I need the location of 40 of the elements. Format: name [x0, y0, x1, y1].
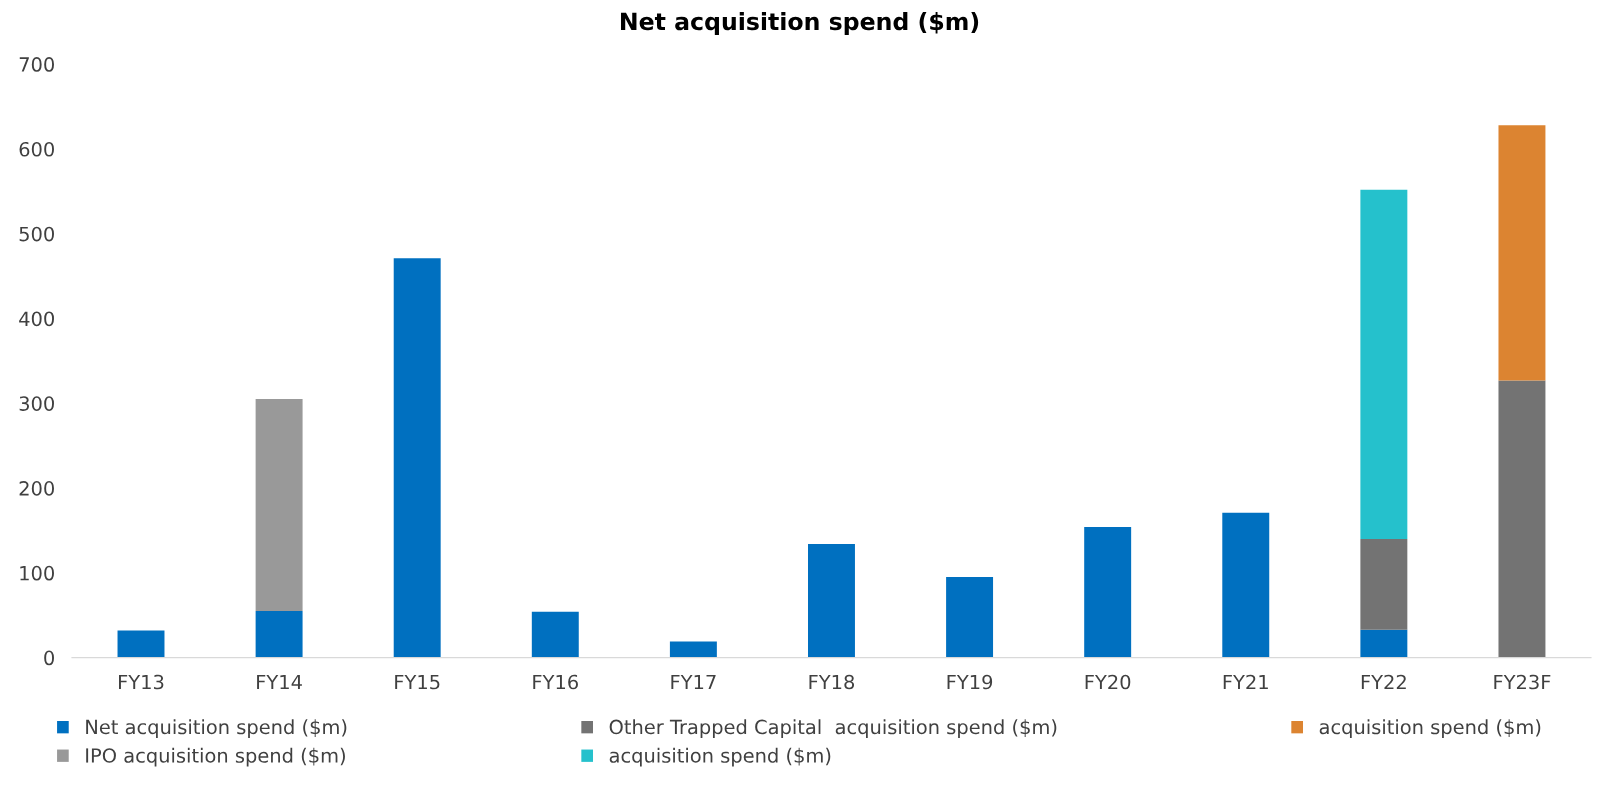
bar	[946, 577, 994, 658]
bar	[531, 611, 579, 658]
x-tick-label: FY13	[119, 674, 164, 690]
bar	[1498, 380, 1546, 658]
bar	[1360, 629, 1408, 658]
bar	[1498, 125, 1546, 381]
bar	[808, 544, 855, 658]
x-tick-label: FY21	[1223, 674, 1268, 690]
x-tick-label: FY16	[533, 674, 578, 690]
legend-label: Net acquisition spend ($m)	[86, 719, 347, 739]
bar	[1084, 527, 1132, 658]
legend-label: acquisition spend ($m)	[1319, 719, 1541, 739]
bar	[1360, 538, 1408, 630]
x-tick-label: FY22	[1361, 674, 1406, 690]
bar	[1360, 189, 1408, 539]
y-tick-label: 300	[19, 396, 54, 411]
x-tick-label: FY14	[257, 674, 302, 690]
legend-label: IPO acquisition spend ($m)	[86, 747, 345, 767]
bar	[255, 611, 303, 658]
x-tick-label: FY18	[809, 674, 855, 690]
y-tick-label: 600	[19, 141, 54, 157]
bar	[117, 630, 165, 658]
bar	[255, 399, 303, 612]
y-tick-label: 200	[19, 481, 54, 496]
legend-label: acquisition spend ($m)	[609, 747, 831, 767]
y-tick-label: 400	[19, 311, 54, 327]
y-tick-label: 100	[20, 565, 54, 581]
x-tick-label: FY17	[671, 674, 716, 690]
x-tick-label: FY20	[1085, 674, 1131, 690]
x-tick-label: FY15	[395, 674, 440, 690]
bar	[669, 641, 717, 658]
x-tick-label: FY19	[947, 674, 993, 690]
bar	[393, 258, 441, 658]
y-tick-label: 500	[19, 226, 54, 242]
y-tick-label: 700	[19, 57, 54, 72]
chart-title: Net acquisition spend ($m)	[621, 12, 979, 35]
legend-label: Other Trapped Capital acquisition spend ($m)	[609, 719, 1057, 739]
x-tick-label: FY23F	[1494, 674, 1551, 690]
y-tick-label: 0	[44, 650, 54, 666]
bar	[1222, 512, 1270, 658]
